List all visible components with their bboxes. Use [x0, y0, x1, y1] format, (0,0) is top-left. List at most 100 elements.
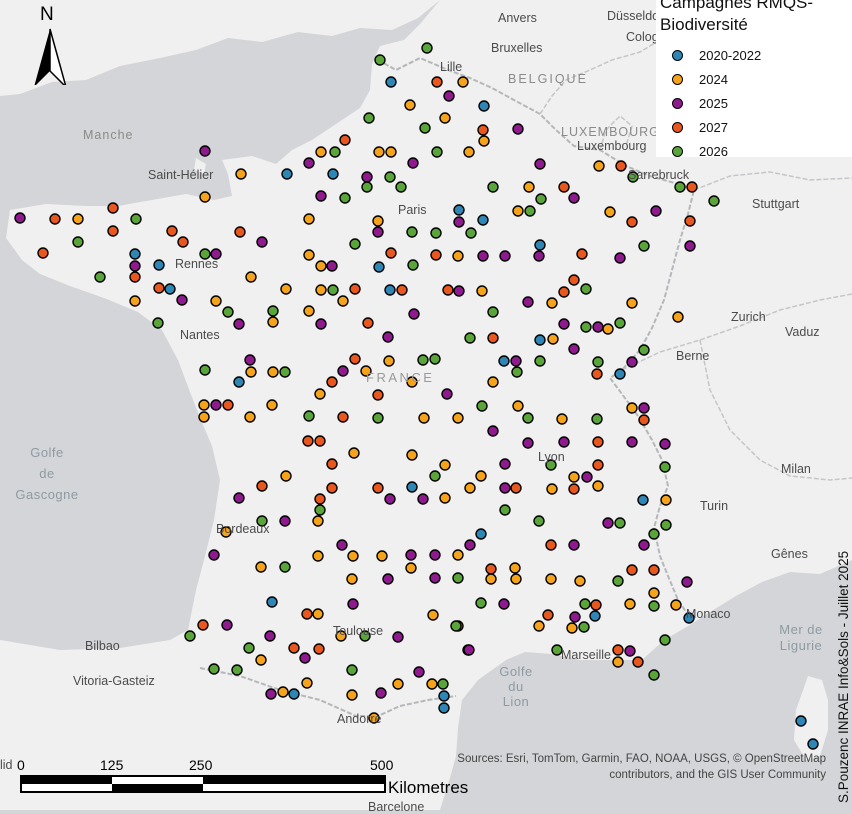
site-marker — [475, 597, 487, 609]
site-marker — [498, 355, 510, 367]
site-marker — [382, 573, 394, 585]
site-marker — [199, 364, 211, 376]
site-marker — [372, 215, 384, 227]
site-marker — [581, 471, 593, 483]
site-marker — [406, 376, 418, 388]
scale-tick-label: 125 — [100, 757, 124, 773]
site-marker — [349, 353, 361, 365]
site-marker — [279, 561, 291, 573]
label-berne: Berne — [676, 349, 710, 363]
legend-marker-icon — [672, 49, 683, 61]
site-marker — [453, 216, 465, 228]
site-marker — [385, 76, 397, 88]
label-monaco: Monaco — [686, 607, 731, 621]
site-marker — [442, 284, 454, 296]
site-marker — [405, 549, 417, 561]
site-marker — [374, 54, 386, 66]
label-lyon: Lyon — [538, 450, 565, 464]
legend-marker-icon — [672, 145, 683, 157]
site-marker — [256, 515, 268, 527]
label-bruxelles: Bruxelles — [491, 41, 543, 55]
site-marker — [512, 400, 524, 412]
site-marker — [221, 619, 233, 631]
site-marker — [198, 399, 210, 411]
site-marker — [197, 619, 209, 631]
site-marker — [626, 436, 638, 448]
site-marker — [346, 664, 358, 676]
site-marker — [660, 519, 672, 531]
label-luxembourg-country: LUXEMBOURG — [561, 125, 660, 139]
label-rennes: Rennes — [175, 257, 219, 271]
legend-title-line-2: Biodiversité — [660, 15, 748, 34]
label-genes: Gênes — [771, 547, 808, 561]
site-marker — [795, 715, 807, 727]
site-marker — [337, 411, 349, 423]
label-luxembourg-city: Luxembourg — [577, 139, 647, 153]
site-marker — [360, 365, 372, 377]
site-marker — [339, 192, 351, 204]
site-marker — [464, 482, 476, 494]
site-marker — [614, 317, 626, 329]
site-marker — [347, 550, 359, 562]
site-marker — [233, 376, 245, 388]
site-marker — [614, 517, 626, 529]
site-marker — [522, 296, 534, 308]
site-marker — [279, 366, 291, 378]
site-marker — [407, 157, 419, 169]
label-vaduz: Vaduz — [785, 325, 820, 339]
author-credit: S.Pouzenc INRAE Info&Sols - Juillet 2025 — [836, 550, 851, 803]
site-marker — [558, 318, 570, 330]
site-marker — [383, 355, 395, 367]
legend-item-2024: 2024 — [672, 69, 728, 89]
site-marker — [177, 236, 189, 248]
site-marker — [478, 100, 490, 112]
site-marker — [312, 515, 324, 527]
site-marker — [222, 399, 234, 411]
site-marker — [499, 504, 511, 516]
site-marker — [384, 284, 396, 296]
site-marker — [464, 539, 476, 551]
site-marker — [626, 402, 638, 414]
label-sarrebruck: Sarrebruck — [628, 168, 690, 182]
site-marker — [314, 435, 326, 447]
site-marker — [612, 644, 624, 656]
site-marker — [264, 630, 276, 642]
site-marker — [638, 240, 650, 252]
site-marker — [578, 621, 590, 633]
label-paris: Paris — [398, 203, 427, 217]
legend-item-2020-2022: 2020-2022 — [672, 45, 761, 65]
site-marker — [580, 283, 592, 295]
site-marker — [533, 515, 545, 527]
site-marker — [648, 669, 660, 681]
site-marker — [546, 483, 558, 495]
site-marker — [385, 146, 397, 158]
site-marker — [524, 205, 536, 217]
attribution-line-1: Sources: Esri, TomTom, Garmin, FAO, NOAA… — [457, 753, 826, 765]
site-marker — [612, 656, 624, 668]
site-marker — [315, 146, 327, 158]
site-marker — [429, 549, 441, 561]
site-marker — [464, 332, 476, 344]
land-britain — [0, 0, 440, 96]
site-marker — [626, 356, 638, 368]
site-marker — [614, 252, 626, 264]
border-france-spain — [199, 667, 457, 717]
site-marker — [670, 599, 682, 611]
legend-label: 2027 — [699, 119, 728, 135]
site-marker — [303, 410, 315, 422]
site-marker — [233, 492, 245, 504]
north-label: N — [40, 4, 54, 25]
site-marker — [498, 598, 510, 610]
legend-marker-icon — [672, 73, 683, 85]
border-switzerland — [621, 293, 852, 371]
site-marker — [626, 297, 638, 309]
site-marker — [376, 550, 388, 562]
label-golfe-du-lion: Golfe du Lion — [486, 664, 546, 709]
site-marker — [421, 42, 433, 54]
site-marker — [166, 225, 178, 237]
site-marker — [708, 195, 720, 207]
site-marker — [384, 171, 396, 183]
site-marker — [569, 611, 581, 623]
sea-line-2: du — [508, 679, 524, 694]
